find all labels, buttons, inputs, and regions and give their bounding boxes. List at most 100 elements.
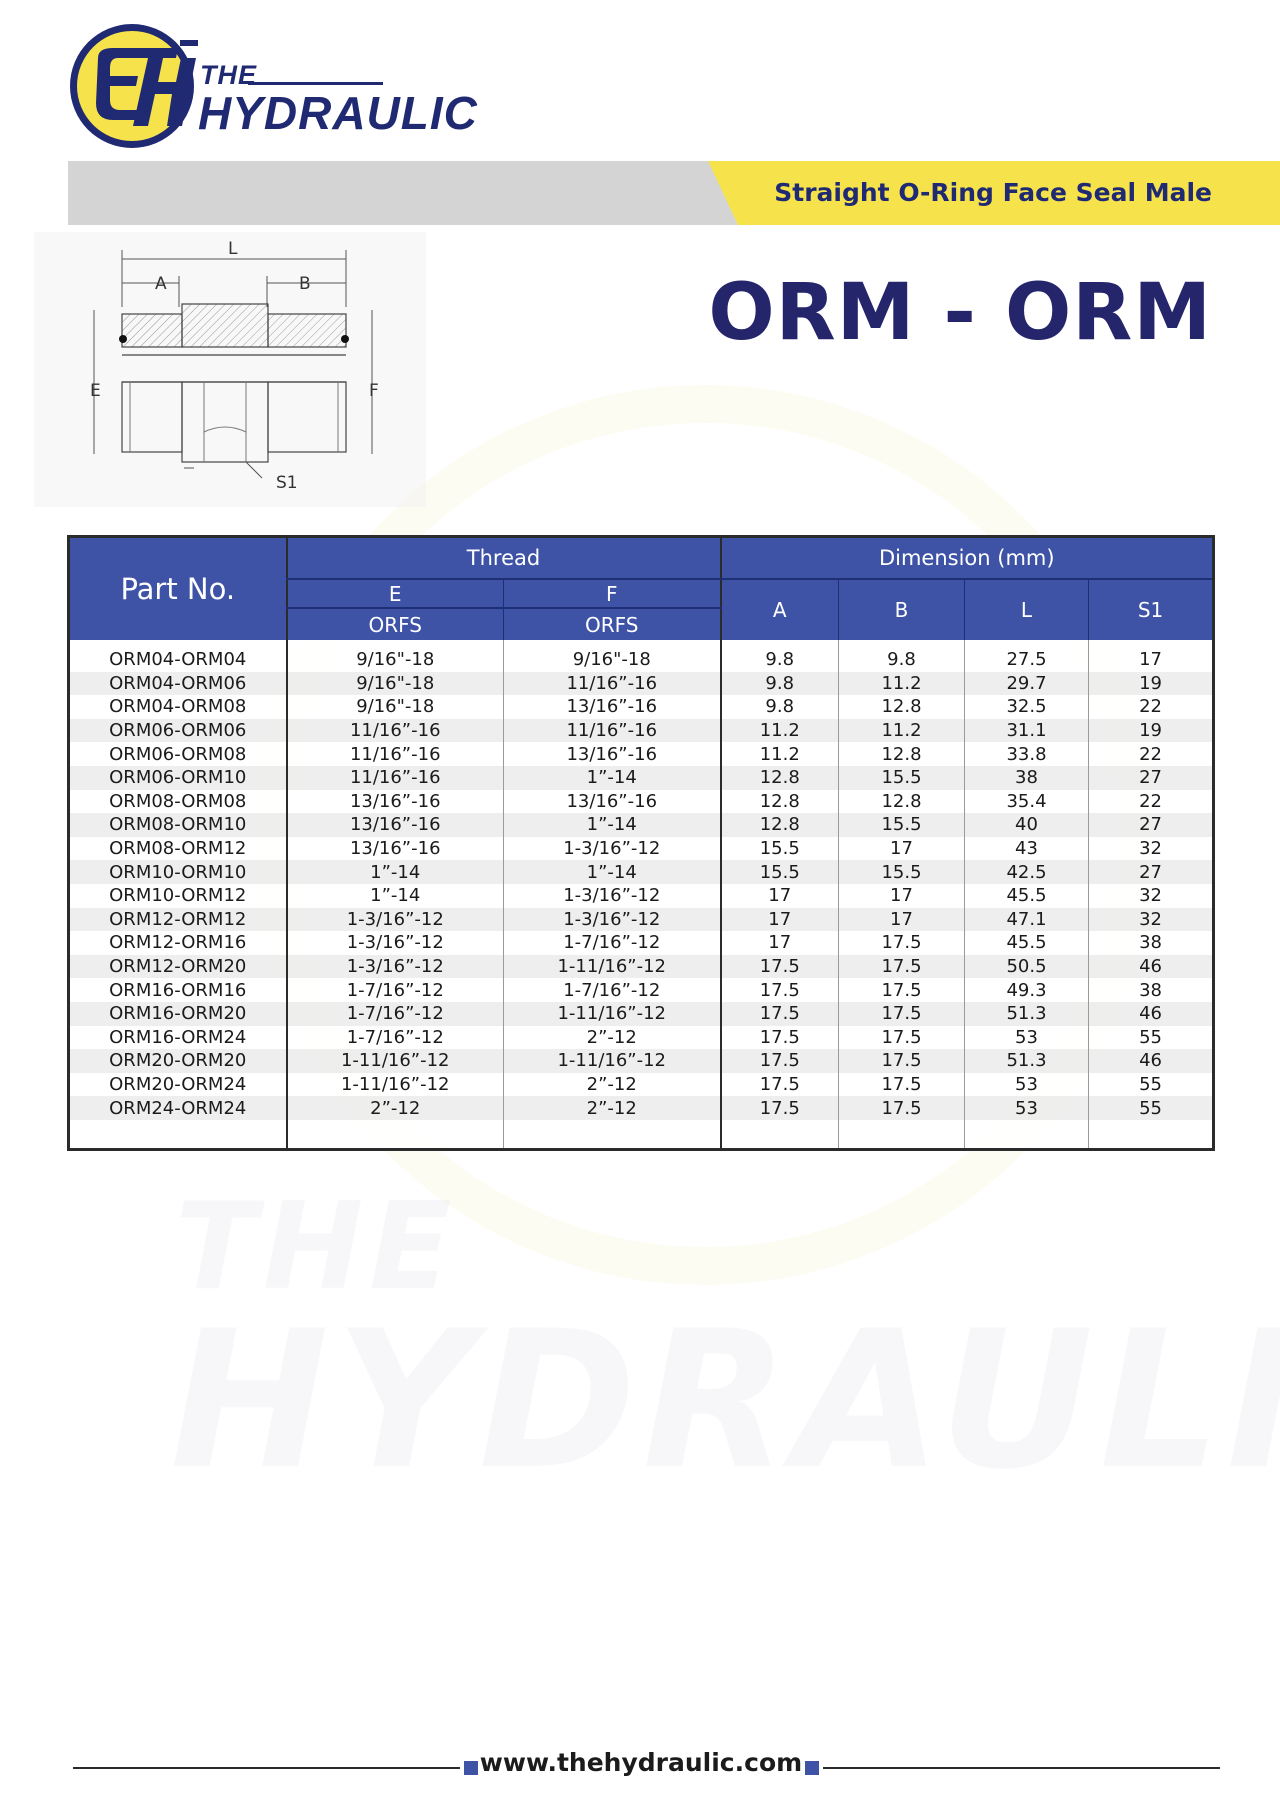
- cell-part-no: ORM10-ORM10: [68, 860, 287, 884]
- cell-thread-f: 1-3/16”-12: [503, 907, 721, 932]
- cell-thread-f: 9/16"-18: [503, 640, 721, 672]
- fitting-schematic: L A B E F S1: [90, 239, 379, 493]
- cell-thread-f: 2”-12: [503, 1025, 721, 1050]
- brand-logo: THE HYDRAULIC: [68, 18, 488, 153]
- cell-dim-s1: 19: [1087, 671, 1214, 696]
- cell-dim-s1: 17: [1087, 640, 1214, 672]
- cell-dim-l: 33.8: [964, 742, 1089, 766]
- cell-thread-e: 13/16”-16: [285, 836, 504, 861]
- cell-dim-b: 17.5: [838, 1072, 965, 1097]
- cell-dim-s1: 19: [1087, 718, 1214, 743]
- cell-thread-e: 11/16”-16: [285, 765, 504, 790]
- cell-dim-a: 15.5: [719, 836, 839, 861]
- cell-dim-b: 17.5: [838, 1001, 965, 1026]
- cell-part-no: ORM06-ORM06: [68, 718, 287, 743]
- product-title: ORM - ORM: [708, 268, 1212, 358]
- cell-thread-f: 2”-12: [503, 1072, 721, 1097]
- table-row: ORM06-ORM08 11/16”-16 13/16”-16 11.2 12.8 33.…: [68, 742, 1214, 766]
- cell-thread-e: 1-3/16”-12: [285, 954, 504, 979]
- cell-thread-f: 1-3/16”-12: [503, 883, 721, 908]
- cell-part-no: ORM10-ORM12: [68, 883, 287, 908]
- cell-dim-a: 17.5: [719, 1072, 839, 1097]
- eh-monogram-logo-icon: [70, 24, 198, 148]
- cell-dim-s1: 27: [1087, 813, 1214, 837]
- cell-thread-e: 1”-14: [285, 860, 504, 884]
- cell-part-no: ORM04-ORM06: [68, 671, 287, 696]
- product-subtitle: Straight O-Ring Face Seal Male: [774, 178, 1212, 207]
- cell-thread-f: 1-11/16”-12: [503, 1001, 721, 1026]
- watermark-hydraulic: HYDRAULIC: [170, 1290, 1280, 1511]
- cell-dim-l: 32.5: [964, 695, 1089, 719]
- cell-part-no: ORM20-ORM24: [68, 1072, 287, 1097]
- cell-dim-s1: 27: [1087, 860, 1214, 884]
- cell-dim-s1: 46: [1087, 1001, 1214, 1026]
- cell-dim-l: 40: [964, 813, 1089, 837]
- cell-dim-b: 17.5: [838, 931, 965, 955]
- cell-part-no: ORM06-ORM10: [68, 765, 287, 790]
- cell-dim-b: 12.8: [838, 742, 965, 766]
- header-orfs-f: ORFS: [503, 608, 721, 640]
- cell-dim-a: 17.5: [719, 954, 839, 979]
- cell-dim-a: 17.5: [719, 1096, 839, 1120]
- cell-thread-f: 11/16”-16: [503, 718, 721, 743]
- cell-dim-s1: 32: [1087, 883, 1214, 908]
- cell-dim-a: 17.5: [719, 978, 839, 1002]
- cell-dim-a: 9.8: [719, 640, 839, 672]
- table-filler-cell: [503, 1119, 721, 1150]
- cell-dim-b: 17: [838, 883, 965, 908]
- cell-dim-l: 35.4: [964, 789, 1089, 814]
- cell-thread-e: 1-11/16”-12: [285, 1049, 504, 1073]
- cell-dim-b: 11.2: [838, 718, 965, 743]
- cell-thread-e: 1-11/16”-12: [285, 1072, 504, 1097]
- cell-thread-e: 13/16”-16: [285, 789, 504, 814]
- cell-part-no: ORM24-ORM24: [68, 1096, 287, 1120]
- spec-table-container: Part No. Thread Dimension (mm) E F A B L…: [67, 535, 1216, 1151]
- cell-thread-f: 1-11/16”-12: [503, 1049, 721, 1073]
- cell-thread-e: 2”-12: [285, 1096, 504, 1120]
- cell-dim-b: 15.5: [838, 813, 965, 837]
- cell-part-no: ORM04-ORM08: [68, 695, 287, 719]
- cell-thread-e: 11/16”-16: [285, 718, 504, 743]
- cell-dim-b: 17.5: [838, 1096, 965, 1120]
- cell-dim-a: 11.2: [719, 742, 839, 766]
- cell-dim-s1: 55: [1087, 1025, 1214, 1050]
- cell-thread-e: 9/16"-18: [285, 671, 504, 696]
- table-filler-cell: [719, 1119, 839, 1150]
- cell-dim-s1: 46: [1087, 954, 1214, 979]
- cell-dim-b: 15.5: [838, 765, 965, 790]
- footer-rule-right: [823, 1767, 1220, 1769]
- dim-label-b: B: [299, 274, 311, 294]
- cell-dim-b: 9.8: [838, 640, 965, 672]
- cell-dim-b: 17: [838, 907, 965, 932]
- table-row: ORM16-ORM24 1-7/16”-12 2”-12 17.5 17.5 53 55: [68, 1025, 1214, 1050]
- header-dim-s1: S1: [1087, 579, 1214, 640]
- cell-part-no: ORM16-ORM20: [68, 1001, 287, 1026]
- table-row: ORM16-ORM16 1-7/16”-12 1-7/16”-12 17.5 17.5 4…: [68, 978, 1214, 1002]
- cell-dim-s1: 55: [1087, 1096, 1214, 1120]
- cell-thread-f: 1-11/16”-12: [503, 954, 721, 979]
- cell-dim-a: 17: [719, 883, 839, 908]
- table-row: ORM08-ORM08 13/16”-16 13/16”-16 12.8 12.8 35.…: [68, 789, 1214, 814]
- logo-underline: [248, 82, 383, 85]
- cell-dim-a: 9.8: [719, 671, 839, 696]
- cell-part-no: ORM12-ORM20: [68, 954, 287, 979]
- cell-part-no: ORM16-ORM16: [68, 978, 287, 1002]
- cell-thread-e: 1-7/16”-12: [285, 1001, 504, 1026]
- cell-thread-f: 11/16”-16: [503, 671, 721, 696]
- title-banner-yellow: [708, 161, 1280, 225]
- cell-thread-e: 9/16"-18: [285, 695, 504, 719]
- cell-thread-f: 1-7/16”-12: [503, 931, 721, 955]
- footer-rule-left: [73, 1767, 460, 1769]
- header-thread-f: F: [503, 579, 721, 609]
- cell-part-no: ORM12-ORM16: [68, 931, 287, 955]
- cell-thread-e: 13/16”-16: [285, 813, 504, 837]
- cell-dim-s1: 32: [1087, 907, 1214, 932]
- table-row: ORM12-ORM16 1-3/16”-12 1-7/16”-12 17 17.5 45.…: [68, 931, 1214, 955]
- cell-dim-b: 11.2: [838, 671, 965, 696]
- cell-thread-f: 1”-14: [503, 765, 721, 790]
- cell-thread-e: 11/16”-16: [285, 742, 504, 766]
- table-filler-cell: [68, 1119, 287, 1150]
- cell-dim-s1: 46: [1087, 1049, 1214, 1073]
- cell-thread-e: 1”-14: [285, 883, 504, 908]
- dim-label-s1: S1: [276, 473, 298, 493]
